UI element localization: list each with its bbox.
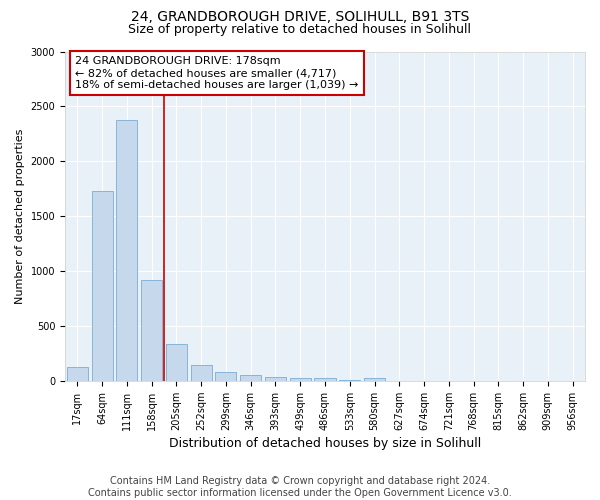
Text: 24 GRANDBOROUGH DRIVE: 178sqm
← 82% of detached houses are smaller (4,717)
18% o: 24 GRANDBOROUGH DRIVE: 178sqm ← 82% of d… [76,56,359,90]
Bar [141,280,162,381]
Bar [191,365,212,381]
Bar [67,366,88,381]
Bar [116,120,137,381]
Bar [215,372,236,381]
Bar [364,378,385,381]
Bar [92,191,113,381]
Bar [265,377,286,381]
Y-axis label: Number of detached properties: Number of detached properties [15,128,25,304]
Text: 24, GRANDBOROUGH DRIVE, SOLIHULL, B91 3TS: 24, GRANDBOROUGH DRIVE, SOLIHULL, B91 3T… [131,10,469,24]
Bar [166,344,187,381]
Text: Contains HM Land Registry data © Crown copyright and database right 2024.
Contai: Contains HM Land Registry data © Crown c… [88,476,512,498]
Bar [240,376,261,381]
Bar [314,378,335,381]
Bar [290,378,311,381]
Text: Size of property relative to detached houses in Solihull: Size of property relative to detached ho… [128,22,472,36]
X-axis label: Distribution of detached houses by size in Solihull: Distribution of detached houses by size … [169,437,481,450]
Bar [339,380,360,381]
